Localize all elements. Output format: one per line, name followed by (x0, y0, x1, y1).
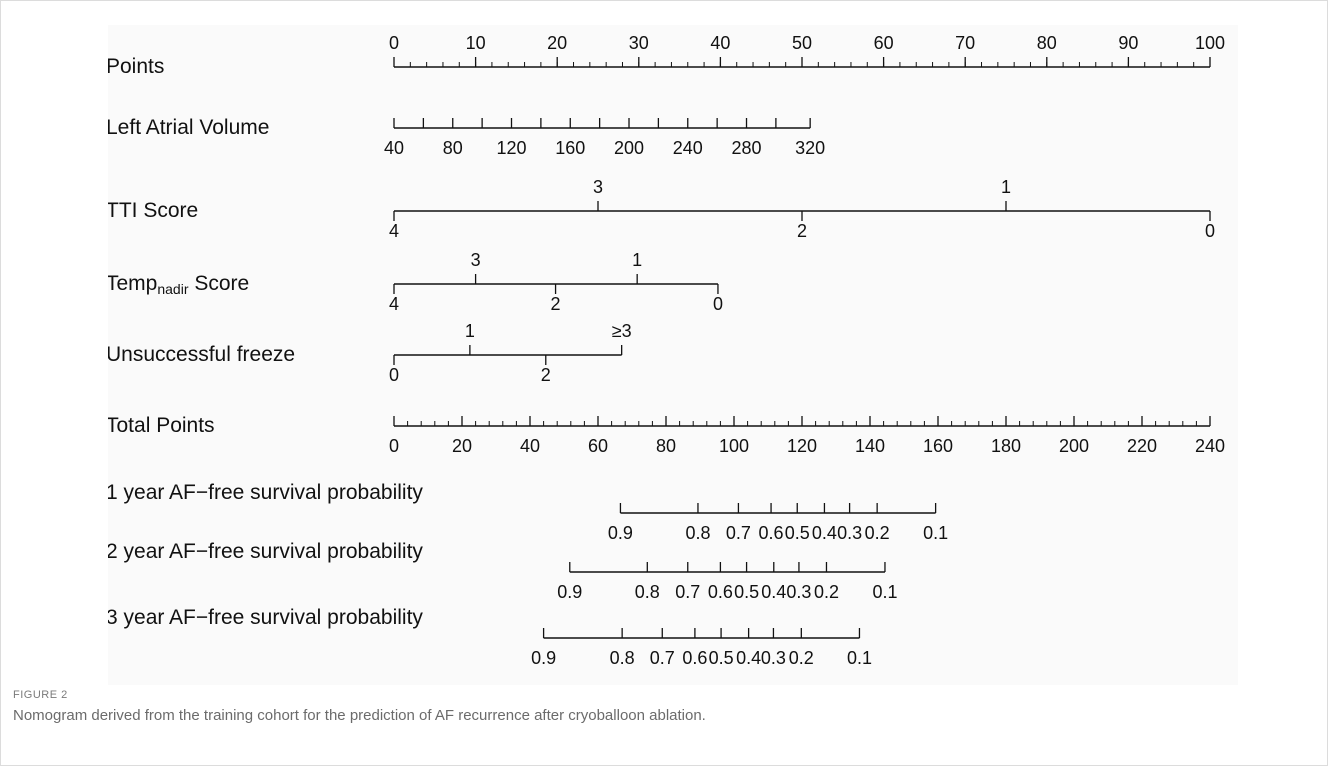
left-atrial-volume-tick-label: 160 (555, 138, 585, 158)
points-tick-label: 90 (1118, 33, 1138, 53)
survival-2y-tick-label: 0.2 (814, 582, 839, 602)
points-tick-label: 50 (792, 33, 812, 53)
total-points-tick-label: 60 (588, 436, 608, 456)
survival-3y-tick-label: 0.1 (847, 648, 872, 668)
total-points-tick-label: 40 (520, 436, 540, 456)
survival-1y-tick-label: 0.1 (923, 523, 948, 543)
left-atrial-volume-tick-label: 80 (443, 138, 463, 158)
total-points-tick-label: 100 (719, 436, 749, 456)
survival-1y-tick-label: 0.8 (685, 523, 710, 543)
survival-3y-tick-label: 0.7 (650, 648, 675, 668)
survival-2y-label: 2 year AF−free survival probability (108, 540, 423, 563)
survival-3y-tick-label: 0.8 (610, 648, 635, 668)
temp-nadir-score-label: Tempnadir Score (108, 272, 249, 297)
survival-2y-tick-label: 0.1 (872, 582, 897, 602)
temp-nadir-score-tick-label: 3 (471, 250, 481, 270)
temp-nadir-score-tick-label: 4 (389, 294, 399, 314)
figure-label: FIGURE 2 (13, 689, 68, 701)
left-atrial-volume-tick-label: 200 (614, 138, 644, 158)
points-tick-label: 20 (547, 33, 567, 53)
survival-3y-tick-label: 0.2 (789, 648, 814, 668)
survival-1y-tick-label: 0.7 (726, 523, 751, 543)
nomogram-panel: Points 0 10 20 30 40 50 60 70 80 90 100 Left Atrial … (108, 25, 1238, 685)
total-points-tick-label: 200 (1059, 436, 1089, 456)
unsuccessful-freeze-label: Unsuccessful freeze (108, 343, 295, 366)
left-atrial-volume-label: Left Atrial Volume (108, 116, 269, 139)
total-points-tick-label: 20 (452, 436, 472, 456)
temp-nadir-score-tick-label: 1 (632, 250, 642, 270)
points-tick-label: 70 (955, 33, 975, 53)
total-points-tick-label: 0 (389, 436, 399, 456)
tti-score-tick-label: 4 (389, 221, 399, 241)
tti-score-tick-label: 0 (1205, 221, 1215, 241)
survival-1y-label: 1 year AF−free survival probability (108, 481, 423, 504)
points-tick-label: 40 (710, 33, 730, 53)
tti-score-tick-label: 3 (593, 177, 603, 197)
unsuccessful-freeze-tick-label: ≥3 (612, 321, 632, 341)
survival-2y-tick-label: 0.5 (734, 582, 759, 602)
points-tick-label: 80 (1037, 33, 1057, 53)
survival-2y-tick-label: 0.3 (786, 582, 811, 602)
survival-2y-tick-label: 0.4 (761, 582, 786, 602)
total-points-label: Total Points (108, 414, 215, 437)
survival-2y-tick-label: 0.8 (635, 582, 660, 602)
total-points-tick-label: 80 (656, 436, 676, 456)
temp-nadir-score-tick-label: 2 (551, 294, 561, 314)
total-points-tick-label: 120 (787, 436, 817, 456)
total-points-tick-label: 140 (855, 436, 885, 456)
total-points-tick-label: 240 (1195, 436, 1225, 456)
survival-3y-tick-label: 0.3 (761, 648, 786, 668)
left-atrial-volume-tick-label: 280 (731, 138, 761, 158)
total-points-tick-label: 220 (1127, 436, 1157, 456)
left-atrial-volume-tick-label: 40 (384, 138, 404, 158)
points-tick-label: 100 (1195, 33, 1225, 53)
survival-2y-tick-label: 0.6 (708, 582, 733, 602)
unsuccessful-freeze-tick-label: 0 (389, 365, 399, 385)
points-tick-label: 10 (466, 33, 486, 53)
tti-score-tick-label: 1 (1001, 177, 1011, 197)
unsuccessful-freeze-tick-label: 1 (465, 321, 475, 341)
total-points-tick-label: 160 (923, 436, 953, 456)
survival-3y-tick-label: 0.6 (682, 648, 707, 668)
survival-1y-tick-label: 0.9 (608, 523, 633, 543)
left-atrial-volume-tick-label: 240 (673, 138, 703, 158)
tti-score-label: TTI Score (108, 199, 198, 222)
unsuccessful-freeze-tick-label: 2 (541, 365, 551, 385)
survival-3y-tick-label: 0.4 (736, 648, 761, 668)
figure-caption: Nomogram derived from the training cohor… (13, 707, 706, 724)
points-tick-label: 30 (629, 33, 649, 53)
survival-3y-label: 3 year AF−free survival probability (108, 606, 423, 629)
survival-3y-tick-label: 0.5 (709, 648, 734, 668)
left-atrial-volume-tick-label: 120 (496, 138, 526, 158)
survival-1y-tick-label: 0.5 (785, 523, 810, 543)
points-tick-label: 0 (389, 33, 399, 53)
points-tick-label: 60 (874, 33, 894, 53)
points-label: Points (108, 55, 164, 78)
survival-1y-tick-label: 0.6 (759, 523, 784, 543)
survival-3y-tick-label: 0.9 (531, 648, 556, 668)
total-points-tick-label: 180 (991, 436, 1021, 456)
survival-1y-tick-label: 0.4 (812, 523, 837, 543)
temp-nadir-score-tick-label: 0 (713, 294, 723, 314)
survival-1y-tick-label: 0.3 (837, 523, 862, 543)
tti-score-tick-label: 2 (797, 221, 807, 241)
survival-2y-tick-label: 0.7 (675, 582, 700, 602)
left-atrial-volume-tick-label: 320 (795, 138, 825, 158)
survival-2y-tick-label: 0.9 (557, 582, 582, 602)
survival-1y-tick-label: 0.2 (865, 523, 890, 543)
